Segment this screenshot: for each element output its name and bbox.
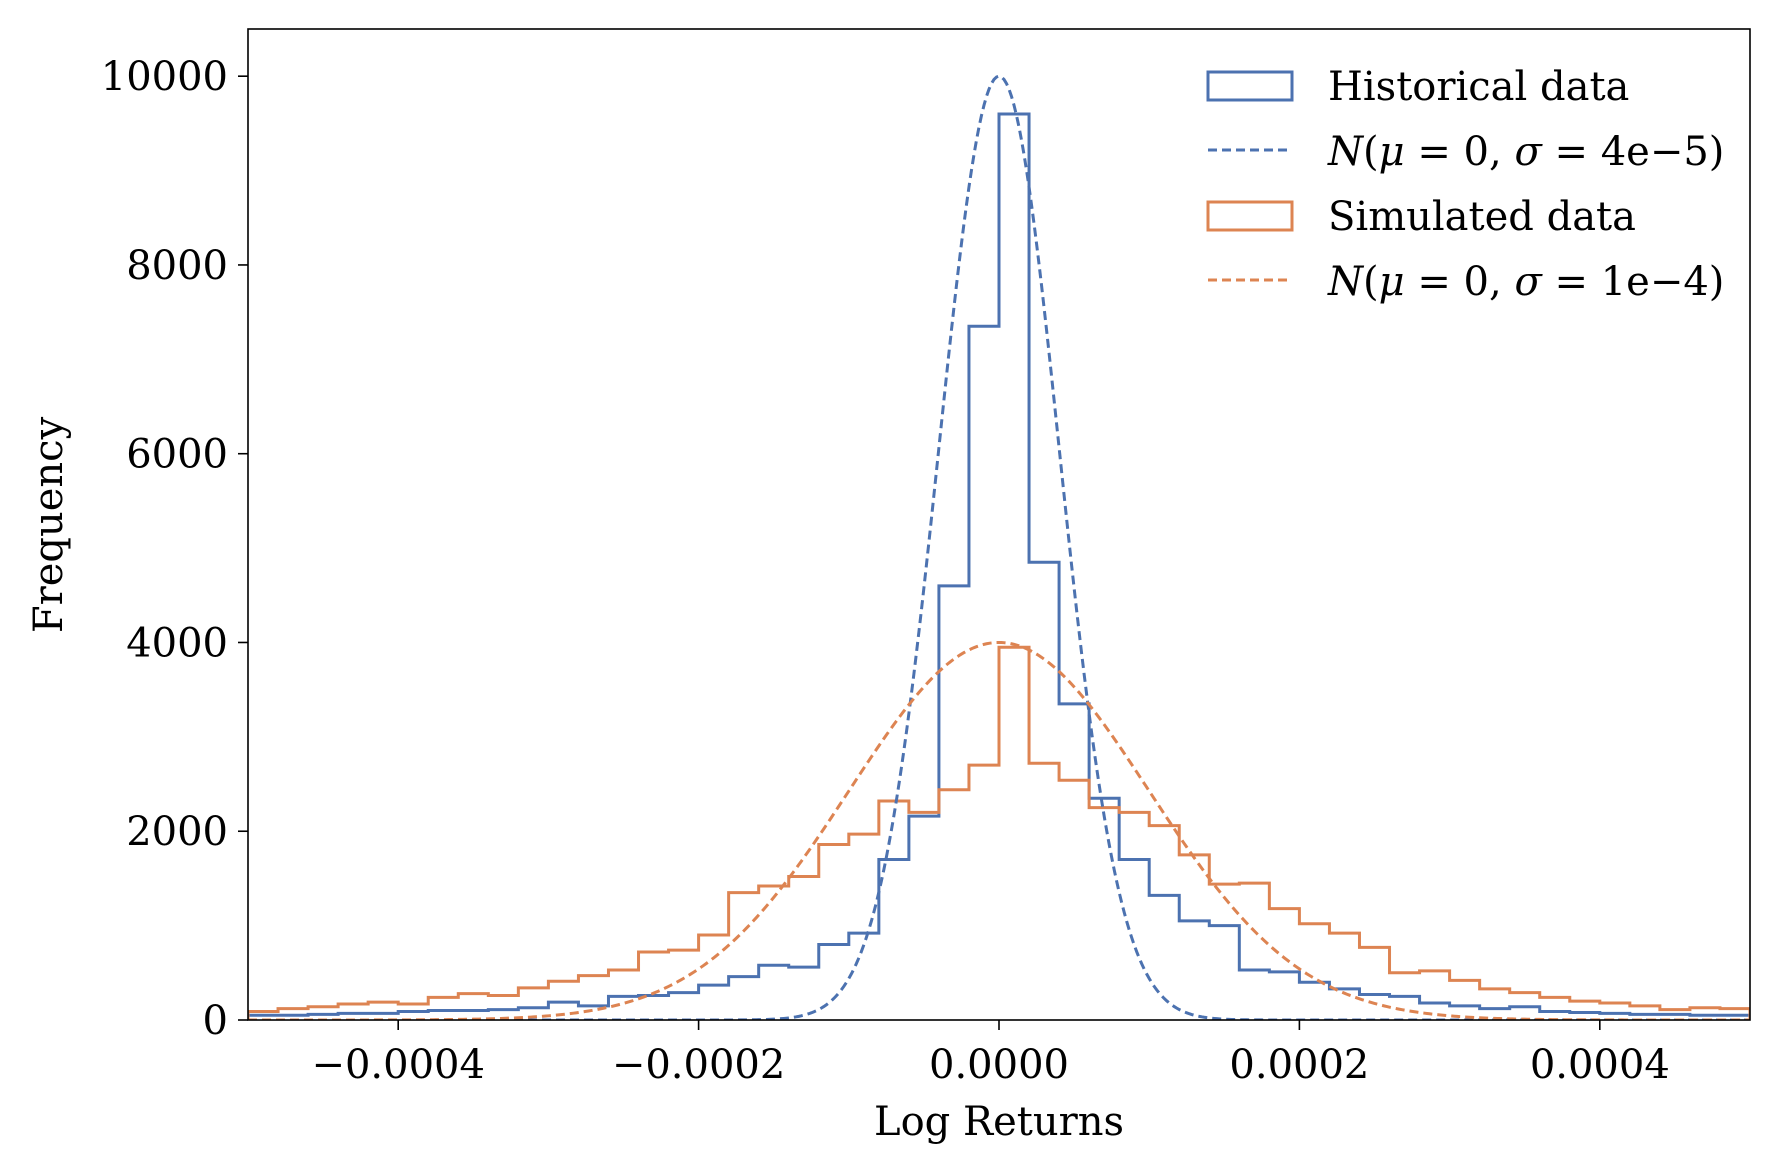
- y-tick-label: 0: [203, 998, 228, 1044]
- legend-swatch-simulated: [1206, 200, 1294, 232]
- legend-label-normal-historical: N(μ = 0, σ = 4e−5): [1327, 129, 1724, 175]
- normal-curve-simulated: [248, 640, 1750, 1020]
- histogram-series-historical: [248, 112, 1750, 1020]
- legend-swatch-historical: [1206, 70, 1294, 102]
- legend-label-normal-simulated: N(μ = 0, σ = 1e−4): [1327, 259, 1724, 305]
- legend-label-simulated: Simulated data: [1328, 194, 1636, 240]
- y-tick-label: 10000: [101, 54, 228, 100]
- plot-layer: [248, 74, 1750, 1020]
- y-axis-label: Frequency: [26, 416, 72, 633]
- x-axis: −0.0004 −0.0002 0.0000 0.0002 0.0004: [311, 1020, 1670, 1088]
- x-tick-label: −0.0004: [311, 1042, 484, 1088]
- x-tick-label: −0.0002: [612, 1042, 785, 1088]
- legend: Historical data N(μ = 0, σ = 4e−5) Simul…: [1206, 64, 1724, 305]
- x-tick-label: 0.0000: [929, 1042, 1069, 1088]
- legend-label-historical: Historical data: [1328, 64, 1629, 110]
- x-tick-label: 0.0002: [1229, 1042, 1369, 1088]
- histogram-series-simulated: [248, 645, 1750, 1020]
- y-tick-label: 2000: [126, 809, 228, 855]
- x-tick-label: 0.0004: [1530, 1042, 1670, 1088]
- x-axis-label: Log Returns: [874, 1099, 1124, 1145]
- y-tick-label: 6000: [126, 432, 228, 478]
- y-tick-label: 8000: [126, 243, 228, 289]
- y-tick-label: 4000: [126, 620, 228, 666]
- y-axis: 0 2000 4000 6000 8000 10000: [101, 54, 248, 1044]
